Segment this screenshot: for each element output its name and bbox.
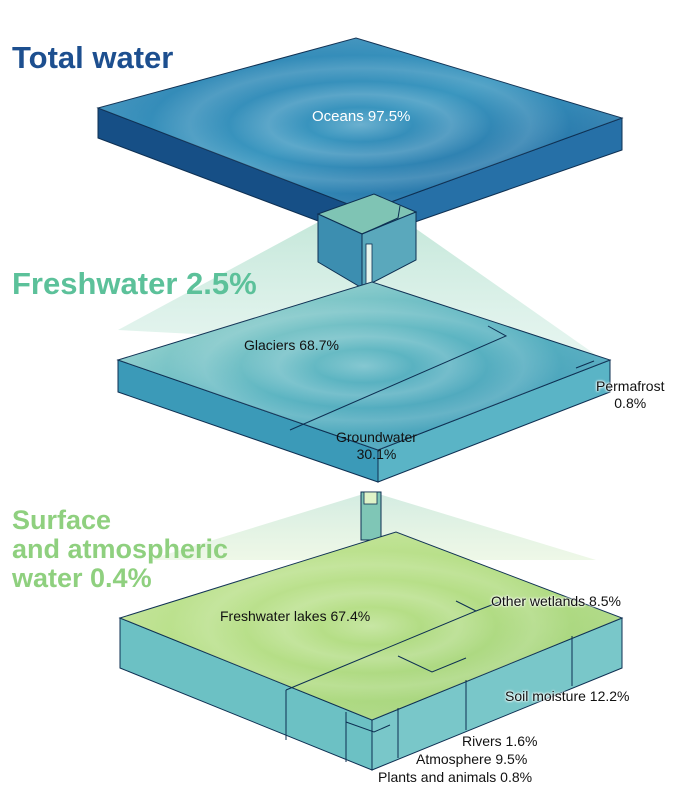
ocean-slab-ripples [98, 38, 622, 211]
freshwater-subcube [316, 193, 418, 289]
label-permafrost: Permafrost 0.8% [596, 378, 664, 412]
heading-surface-line-3: water 0.4% [12, 563, 152, 593]
subcube-right [361, 211, 417, 289]
permafrost-boundary [575, 360, 595, 369]
label-other-wetlands: Other wetlands 8.5% [491, 593, 621, 609]
surface-slab-ripples [120, 532, 622, 720]
heading-surface-atmospheric: Surface and atmospheric water 0.4% [12, 506, 228, 593]
soil-boundary [397, 655, 467, 673]
subcube-divider [361, 205, 401, 235]
label-oceans: Oceans 97.5% [312, 108, 411, 125]
glacier-groundwater-boundary [289, 325, 508, 431]
label-groundwater-value: 30.1% [356, 446, 397, 462]
heading-total-water: Total water [12, 40, 174, 75]
surface-slab [118, 531, 624, 771]
label-groundwater-name: Groundwater [336, 429, 417, 445]
label-soil-moisture: Soil moisture 12.2% [505, 688, 630, 704]
label-rivers: Rivers 1.6% [462, 733, 538, 749]
label-glaciers: Glaciers 68.7% [244, 337, 339, 353]
label-atmosphere: Atmosphere 9.5% [416, 751, 528, 767]
heading-freshwater: Freshwater 2.5% [12, 266, 257, 301]
label-permafrost-name: Permafrost [596, 378, 665, 394]
subcube-column [365, 243, 373, 287]
label-plants-animals: Plants and animals 0.8% [378, 769, 533, 785]
label-groundwater: Groundwater 30.1% [336, 429, 417, 463]
freshwater-slab [116, 281, 612, 541]
plants-boundary [345, 721, 391, 733]
freshwater-column-top [363, 491, 378, 505]
freshwater-slab-ripples [118, 282, 610, 450]
label-permafrost-value: 0.8% [614, 395, 647, 411]
heading-surface-line-1: Surface [12, 505, 112, 535]
label-freshwater-lakes: Freshwater lakes 67.4% [220, 608, 371, 624]
ocean-slab [96, 37, 624, 240]
heading-surface-line-2: and atmospheric [12, 534, 229, 564]
wetlands-boundary [475, 600, 503, 612]
